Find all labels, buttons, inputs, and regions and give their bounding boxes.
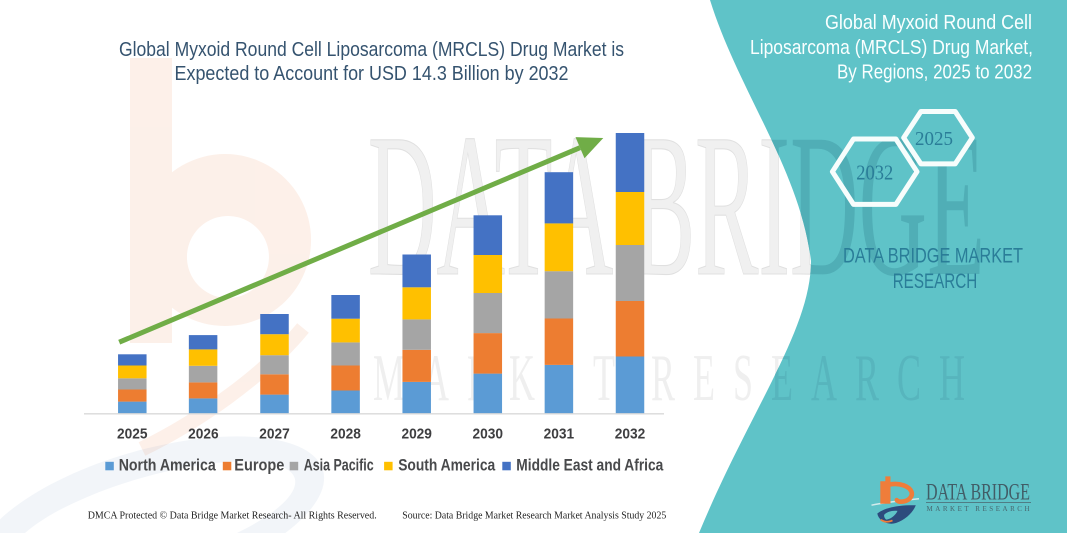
svg-text:2025: 2025 <box>915 128 953 150</box>
svg-text:2032: 2032 <box>615 427 646 443</box>
svg-text:South America: South America <box>398 456 495 475</box>
svg-text:DATA BRIDGE MARKET: DATA BRIDGE MARKET <box>843 243 1023 267</box>
svg-text:DATA BRIDGE: DATA BRIDGE <box>926 480 1030 505</box>
svg-text:Expected to Account for USD 14: Expected to Account for USD 14.3 Billion… <box>175 62 569 85</box>
svg-text:Europe: Europe <box>234 456 284 475</box>
svg-text:Source: Data Bridge Market Res: Source: Data Bridge Market Research Mark… <box>402 510 666 521</box>
svg-text:2028: 2028 <box>330 427 361 443</box>
svg-text:2031: 2031 <box>544 427 575 443</box>
svg-text:MARKET RESEARCH: MARKET RESEARCH <box>927 505 1030 513</box>
svg-text:2026: 2026 <box>188 427 219 443</box>
svg-text:2032: 2032 <box>856 161 893 185</box>
svg-text:2025: 2025 <box>117 427 148 443</box>
svg-text:DMCA Protected © Data Bridge M: DMCA Protected © Data Bridge Market Rese… <box>88 510 377 521</box>
svg-text:Asia Pacific: Asia Pacific <box>304 456 374 475</box>
svg-text:Middle East and Africa: Middle East and Africa <box>516 456 663 475</box>
svg-text:By Regions, 2025 to 2032: By Regions, 2025 to 2032 <box>837 61 1032 84</box>
svg-text:RESEARCH: RESEARCH <box>893 269 978 293</box>
svg-text:2029: 2029 <box>401 427 432 443</box>
svg-text:Liposarcoma (MRCLS) Drug Marke: Liposarcoma (MRCLS) Drug Market, <box>750 36 1033 59</box>
svg-text:2027: 2027 <box>259 427 290 443</box>
svg-text:Global Myxoid Round Cell: Global Myxoid Round Cell <box>825 11 1032 34</box>
svg-text:North America: North America <box>119 456 216 475</box>
svg-text:2030: 2030 <box>473 427 504 443</box>
svg-text:Global Myxoid Round Cell Lipos: Global Myxoid Round Cell Liposarcoma (MR… <box>119 38 624 61</box>
